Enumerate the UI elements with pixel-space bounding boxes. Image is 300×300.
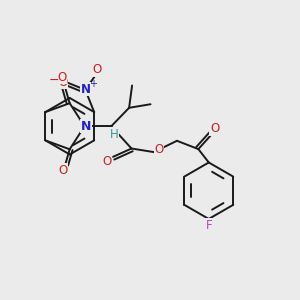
Text: O: O (58, 76, 68, 89)
Text: O: O (154, 143, 164, 156)
Text: F: F (206, 219, 212, 232)
Text: +: + (89, 80, 97, 89)
Text: O: O (103, 155, 112, 168)
Text: O: O (210, 122, 219, 135)
Text: N: N (81, 120, 91, 133)
Text: O: O (93, 63, 102, 76)
Text: N: N (81, 83, 91, 96)
Text: H: H (110, 128, 118, 141)
Text: −: − (49, 74, 60, 87)
Text: O: O (57, 70, 66, 83)
Text: O: O (58, 164, 68, 177)
